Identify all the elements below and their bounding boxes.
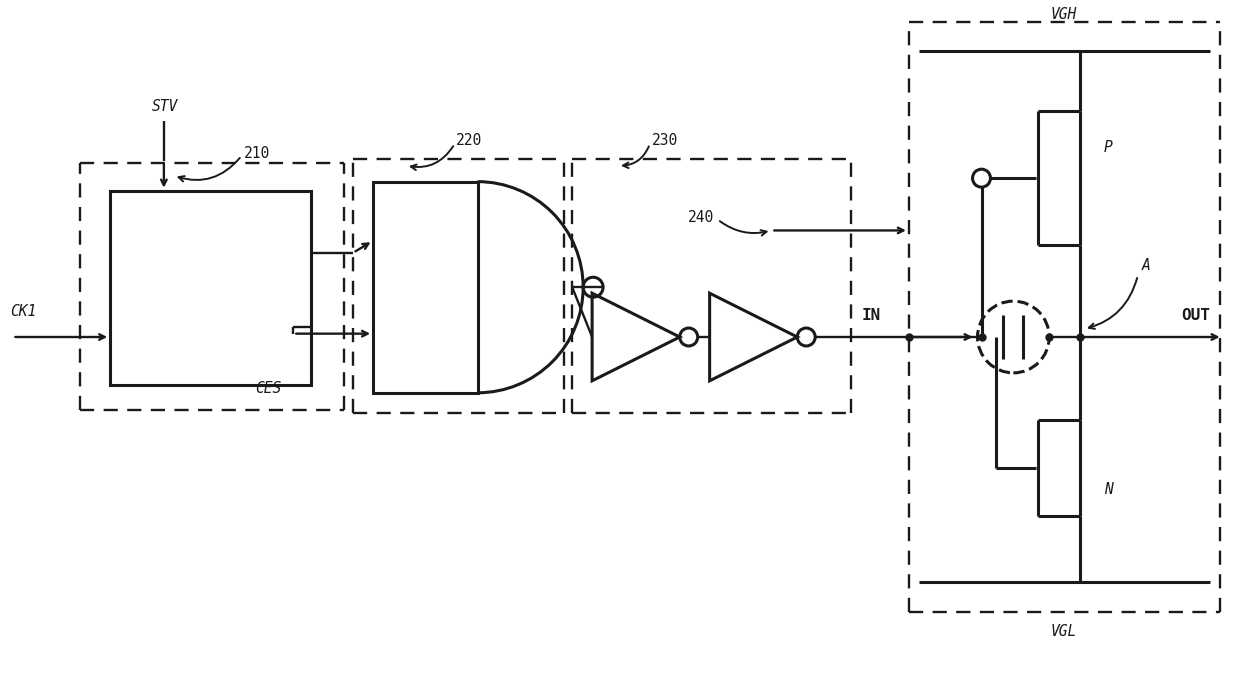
Text: 240: 240 [688, 210, 714, 225]
Text: CK1: CK1 [10, 304, 37, 319]
Text: VGL: VGL [1052, 624, 1078, 639]
Text: IN: IN [862, 308, 880, 323]
Text: 220: 220 [455, 134, 482, 148]
Text: A: A [1142, 258, 1151, 273]
Text: 210: 210 [243, 146, 270, 161]
Text: STV: STV [153, 99, 179, 114]
Text: OUT: OUT [1182, 308, 1210, 323]
Text: VGH: VGH [1052, 7, 1078, 22]
Text: CES: CES [255, 381, 281, 396]
Text: 230: 230 [652, 134, 678, 148]
Text: P: P [1104, 140, 1112, 155]
Bar [373, 182, 477, 393]
Text: N: N [1104, 482, 1112, 497]
Bar [110, 190, 311, 385]
